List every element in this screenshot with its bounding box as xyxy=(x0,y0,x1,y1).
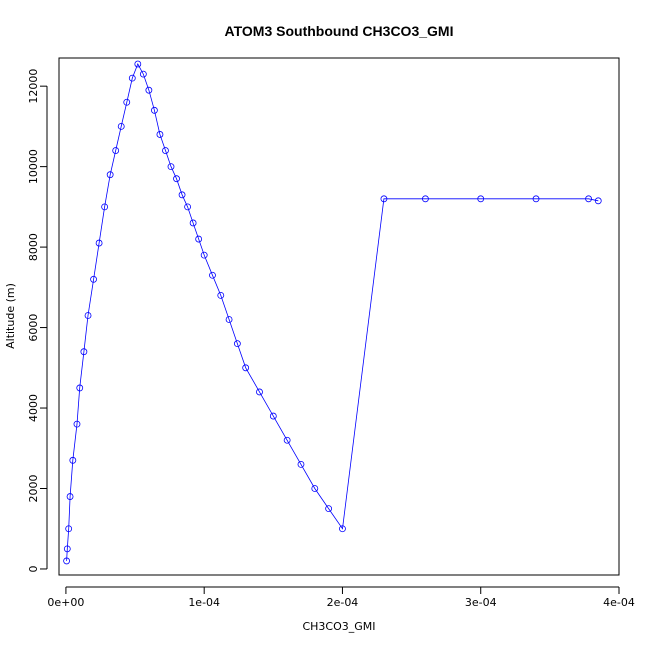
y-tick-label: 12000 xyxy=(27,69,40,104)
data-point xyxy=(195,235,203,243)
data-point xyxy=(134,60,142,68)
data-point xyxy=(256,388,263,396)
data-point xyxy=(200,251,208,259)
data-point xyxy=(311,485,319,492)
data-point xyxy=(66,493,74,500)
x-tick-label: 2e-04 xyxy=(327,596,359,609)
data-point xyxy=(117,122,125,130)
data-point xyxy=(156,131,164,138)
y-tick-label: 8000 xyxy=(27,233,40,261)
data-point xyxy=(217,291,225,299)
data-point xyxy=(297,460,305,468)
data-point xyxy=(339,525,346,533)
data-point xyxy=(283,436,291,444)
data-point xyxy=(73,420,81,428)
data-point xyxy=(123,98,131,106)
y-axis-label: Altitude (m) xyxy=(4,283,17,349)
x-tick-label: 0e+00 xyxy=(47,596,84,609)
data-point xyxy=(139,70,147,78)
x-axis: 0e+00 1e-04 2e-04 3e-04 4e-04 xyxy=(47,586,635,609)
x-tick-label: 1e-04 xyxy=(188,596,220,609)
data-point xyxy=(63,557,71,565)
data-point xyxy=(112,147,120,154)
data-point xyxy=(233,340,241,348)
data-point xyxy=(151,106,158,114)
y-tick-label: 6000 xyxy=(27,314,40,342)
data-point xyxy=(594,197,602,205)
data-point xyxy=(162,147,169,154)
data-point xyxy=(178,191,186,199)
x-axis-label: CH3CO3_GMI xyxy=(302,620,375,633)
chart-title: ATOM3 Southbound CH3CO3_GMI xyxy=(225,23,454,39)
y-tick-label: 2000 xyxy=(27,474,40,502)
data-point xyxy=(269,412,277,420)
data-point xyxy=(65,525,73,533)
data-point xyxy=(145,86,153,94)
y-tick-label: 4000 xyxy=(27,394,40,422)
data-point xyxy=(101,203,109,211)
data-point xyxy=(69,456,77,464)
data-point xyxy=(422,195,429,203)
plot-frame xyxy=(58,57,620,576)
data-point xyxy=(477,195,485,203)
data-point xyxy=(209,271,216,279)
x-tick-label: 4e-04 xyxy=(603,596,635,609)
data-point xyxy=(173,175,180,183)
data-point xyxy=(532,195,540,203)
data-point xyxy=(225,316,233,323)
y-axis: 0 2000 4000 6000 8000 10000 12000 xyxy=(27,69,48,572)
series-line xyxy=(66,63,599,561)
data-point xyxy=(242,364,250,372)
x-tick-label: 3e-04 xyxy=(465,596,497,609)
data-point xyxy=(80,348,88,356)
data-point xyxy=(84,312,92,319)
data-point xyxy=(167,163,175,171)
data-point xyxy=(90,275,97,283)
data-point xyxy=(63,545,71,553)
data-point xyxy=(189,219,197,227)
data-point xyxy=(380,195,388,203)
data-point xyxy=(325,505,333,513)
data-point xyxy=(95,239,103,247)
y-tick-label: 10000 xyxy=(27,149,40,184)
data-point xyxy=(128,74,136,82)
y-tick-label: 0 xyxy=(27,565,40,572)
plot-area xyxy=(63,60,602,565)
data-point xyxy=(184,203,191,211)
data-point xyxy=(76,384,84,392)
data-point xyxy=(585,195,592,203)
data-point xyxy=(106,171,114,179)
